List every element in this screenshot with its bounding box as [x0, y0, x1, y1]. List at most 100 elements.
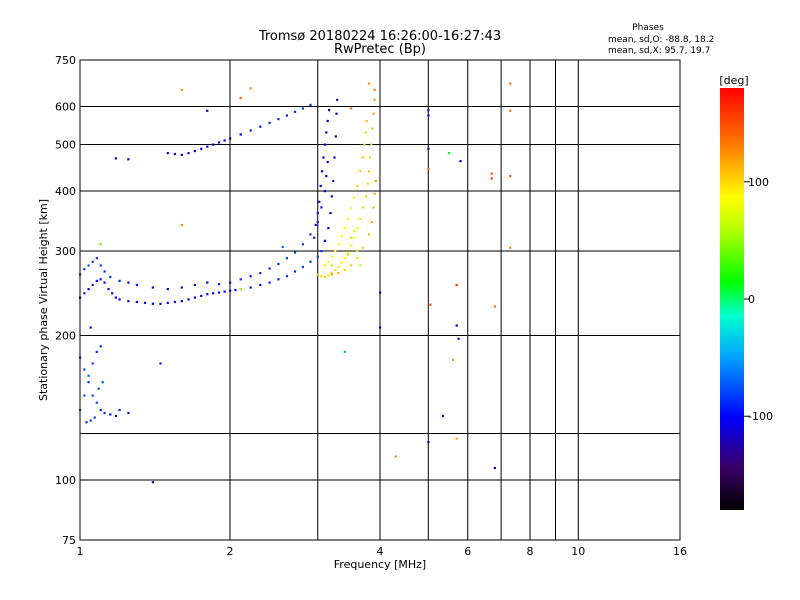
data-point-o [318, 200, 321, 203]
data-point-x [343, 268, 346, 272]
data-point-o [249, 286, 252, 289]
data-point-o [103, 270, 106, 273]
data-point-x [353, 196, 356, 199]
phase-stats-title: Phases [632, 23, 664, 33]
data-point-o [277, 278, 280, 281]
data-point-o [99, 264, 102, 267]
data-point-o [427, 114, 430, 117]
data-point-x [490, 172, 493, 175]
data-point-x [316, 273, 319, 276]
y-tick-label: 300 [55, 245, 76, 258]
data-point-o [127, 281, 130, 284]
x-tick-label: 1 [77, 545, 84, 558]
data-point-o [277, 262, 280, 266]
data-point-x [370, 220, 373, 224]
data-point-o [325, 175, 328, 178]
data-point-o [268, 267, 271, 270]
data-point-o [217, 291, 221, 294]
data-point-o [327, 227, 330, 230]
data-point-o [323, 143, 326, 146]
data-point-o [309, 103, 312, 106]
data-point-x [347, 251, 350, 254]
data-point-x [99, 243, 102, 246]
data-point-x [350, 236, 353, 239]
data-point-o [180, 153, 183, 156]
data-point-o [187, 152, 190, 155]
data-point-x [337, 265, 340, 269]
y-axis-label: Stationary phase Virtual Height [km] [37, 199, 50, 401]
data-point-o [111, 292, 114, 295]
data-point-o [320, 206, 323, 209]
y-tick-label: 600 [55, 101, 76, 114]
data-point-x [364, 131, 367, 134]
colorbar-tick-label: 0 [748, 293, 755, 306]
data-point-o [316, 255, 319, 258]
data-point-x [366, 182, 369, 185]
data-point-o [326, 119, 329, 123]
data-point-o [427, 441, 430, 444]
data-point-o [441, 414, 445, 418]
data-point-o [193, 283, 196, 287]
data-point-x [367, 82, 371, 85]
data-point-o [239, 278, 242, 281]
data-point-o [91, 283, 94, 287]
data-point-o [118, 279, 121, 282]
data-point-x [373, 192, 376, 195]
data-point-x [327, 274, 330, 277]
data-point-x [394, 455, 397, 458]
data-point-x [455, 437, 458, 440]
data-point-x [509, 175, 512, 178]
data-point-o [329, 212, 332, 215]
data-point-o [314, 223, 317, 227]
data-point-o [249, 129, 252, 132]
data-point-x [363, 143, 366, 146]
data-point-o [455, 324, 458, 327]
data-point-o [127, 300, 130, 303]
data-point-x [367, 233, 371, 236]
data-point-x [347, 253, 350, 256]
data-point-o [159, 362, 162, 365]
data-point-o [114, 296, 117, 299]
data-point-o [379, 291, 382, 294]
data-point-x [330, 272, 333, 275]
x-tick-label: 2 [227, 545, 234, 558]
data-point-x [447, 152, 451, 155]
data-point-x [327, 260, 330, 263]
data-point-o [323, 190, 326, 193]
y-tick-label: 100 [55, 474, 76, 487]
data-point-o [293, 251, 297, 254]
data-point-x [372, 206, 375, 209]
data-point-o [259, 283, 262, 287]
data-point-x [362, 206, 365, 209]
data-point-o [217, 141, 221, 144]
data-point-x [249, 87, 252, 90]
data-point-x [340, 235, 343, 238]
data-point-o [87, 374, 90, 377]
data-points [79, 82, 512, 484]
data-point-o [321, 170, 324, 173]
data-point-o [457, 337, 460, 340]
data-point-x [320, 275, 323, 278]
data-point-x [427, 167, 430, 170]
data-point-x [371, 127, 374, 130]
data-point-o [333, 156, 336, 159]
data-point-o [99, 345, 102, 348]
data-point-o [89, 326, 92, 329]
data-point-o [319, 184, 322, 188]
data-point-o [83, 368, 86, 371]
data-point-o [93, 416, 96, 419]
data-point-o [173, 152, 176, 156]
data-point-o [223, 139, 226, 142]
data-point-o [89, 419, 92, 422]
colorbar-gradient [720, 88, 744, 510]
y-tick-label: 500 [55, 139, 76, 152]
data-point-o [166, 152, 169, 155]
data-point-x [323, 275, 326, 279]
data-point-o [212, 292, 215, 295]
y-tick-label: 750 [55, 54, 76, 67]
data-point-o [87, 264, 90, 267]
data-point-x [340, 261, 343, 264]
y-tick-label: 400 [55, 185, 76, 198]
data-point-o [379, 326, 382, 329]
data-point-o [180, 286, 183, 289]
